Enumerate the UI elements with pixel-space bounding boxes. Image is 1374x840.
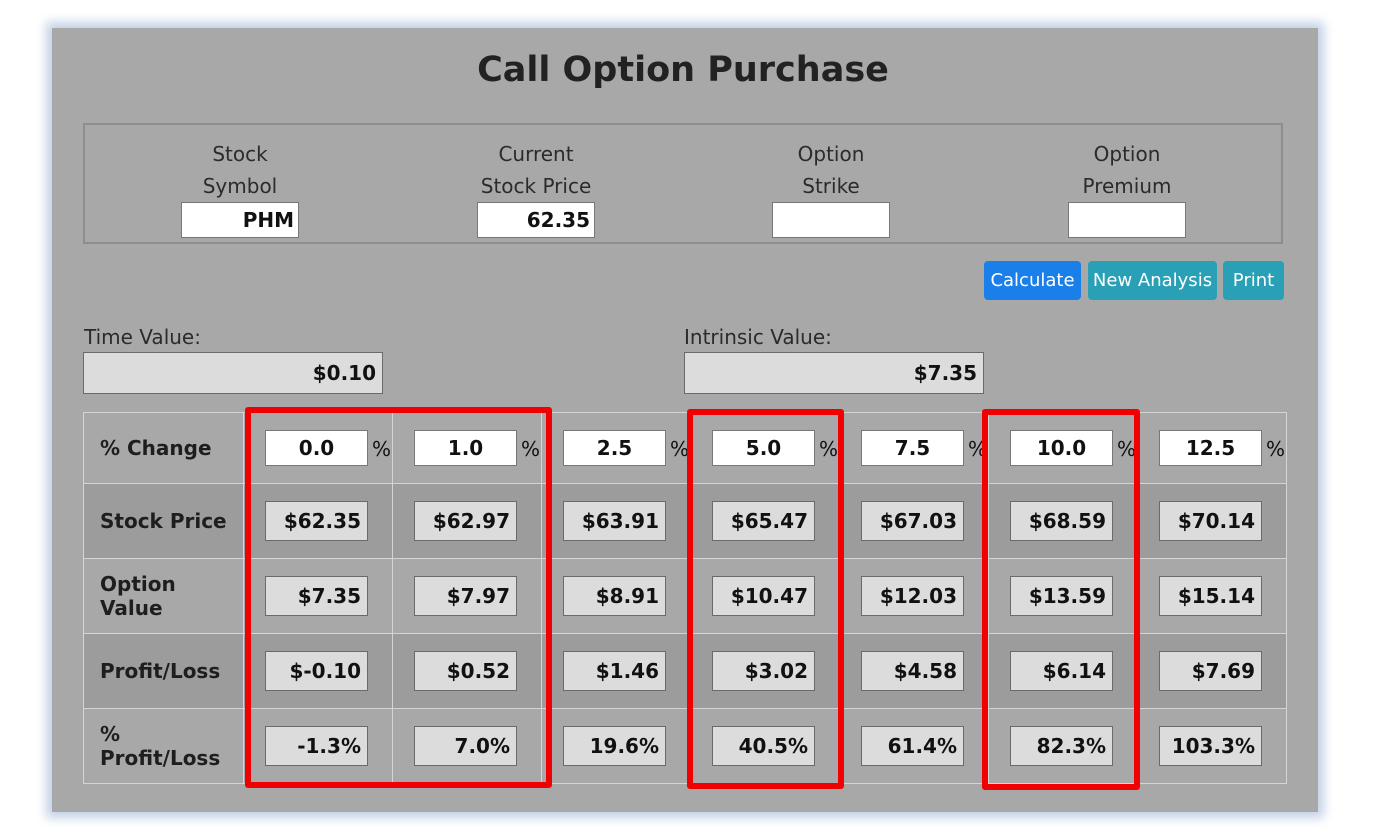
option-value-cell: $8.91 bbox=[563, 576, 666, 616]
intrinsic-value-output: $7.35 bbox=[684, 352, 984, 394]
stock-price-cell: $63.91 bbox=[563, 501, 666, 541]
option-value-cell: $7.97 bbox=[414, 576, 517, 616]
pct-change-input[interactable] bbox=[265, 430, 368, 466]
profit-loss-cell: $1.46 bbox=[563, 651, 666, 691]
stock-price-cell: $67.03 bbox=[861, 501, 964, 541]
stock-price-cell: $70.14 bbox=[1159, 501, 1262, 541]
pct-change-input[interactable] bbox=[414, 430, 517, 466]
current-stock-price-field: Current Stock Price bbox=[436, 138, 636, 238]
stock-symbol-label-2: Symbol bbox=[202, 174, 278, 198]
pct-profit-loss-cell: -1.3% bbox=[265, 726, 368, 766]
stock-symbol-input[interactable] bbox=[181, 202, 299, 238]
option-strike-input[interactable] bbox=[772, 202, 890, 238]
time-value-label: Time Value: bbox=[84, 325, 201, 349]
option-strike-label-1: Option bbox=[797, 142, 865, 166]
percent-sign: % bbox=[521, 437, 541, 461]
print-button[interactable]: Print bbox=[1223, 261, 1284, 300]
option-value-cell: $12.03 bbox=[861, 576, 964, 616]
profit-loss-cell: $3.02 bbox=[712, 651, 815, 691]
stock-symbol-field: Stock Symbol bbox=[140, 138, 340, 238]
stock-symbol-label-1: Stock bbox=[212, 142, 268, 166]
option-value-cell: $10.47 bbox=[712, 576, 815, 616]
pct-profit-loss-cell: 7.0% bbox=[414, 726, 517, 766]
option-premium-label-2: Premium bbox=[1082, 174, 1172, 198]
pct-change-input[interactable] bbox=[712, 430, 815, 466]
inputs-group bbox=[83, 123, 1283, 244]
current-stock-price-label-1: Current bbox=[498, 142, 574, 166]
percent-sign: % bbox=[819, 437, 839, 461]
row-label-stock-price: Stock Price bbox=[83, 483, 244, 559]
stock-price-cell: $62.97 bbox=[414, 501, 517, 541]
pct-profit-loss-cell: 40.5% bbox=[712, 726, 815, 766]
profit-loss-row: Profit/Loss $-0.10 $0.52 $1.46 $3.02 $4.… bbox=[83, 633, 1287, 709]
pct-profit-loss-cell: 19.6% bbox=[563, 726, 666, 766]
option-value-cell: $15.14 bbox=[1159, 576, 1262, 616]
stock-price-cell: $62.35 bbox=[265, 501, 368, 541]
current-stock-price-input[interactable] bbox=[477, 202, 595, 238]
option-strike-field: Option Strike bbox=[731, 138, 931, 238]
row-label-pct-profit-loss: % Profit/Loss bbox=[83, 708, 244, 784]
profit-loss-cell: $4.58 bbox=[861, 651, 964, 691]
pct-profit-loss-row: % Profit/Loss -1.3% 7.0% 19.6% 40.5% 61.… bbox=[83, 708, 1287, 784]
option-premium-label-1: Option bbox=[1093, 142, 1161, 166]
calculate-button[interactable]: Calculate bbox=[984, 261, 1081, 300]
profit-loss-cell: $0.52 bbox=[414, 651, 517, 691]
profit-loss-cell: $7.69 bbox=[1159, 651, 1262, 691]
pct-profit-loss-cell: 103.3% bbox=[1159, 726, 1262, 766]
percent-sign: % bbox=[670, 437, 690, 461]
intrinsic-value-label: Intrinsic Value: bbox=[684, 325, 832, 349]
pct-change-input[interactable] bbox=[861, 430, 964, 466]
time-value-output: $0.10 bbox=[83, 352, 383, 394]
scenario-table: % Change % % % % % % % Stock Price $62.3… bbox=[83, 412, 1287, 784]
percent-sign: % bbox=[372, 437, 392, 461]
option-premium-input[interactable] bbox=[1068, 202, 1186, 238]
pct-profit-loss-cell: 82.3% bbox=[1010, 726, 1113, 766]
row-label-pct-change: % Change bbox=[83, 412, 244, 484]
percent-sign: % bbox=[1266, 437, 1286, 461]
pct-change-input[interactable] bbox=[1010, 430, 1113, 466]
new-analysis-button[interactable]: New Analysis bbox=[1088, 261, 1217, 300]
percent-sign: % bbox=[968, 437, 988, 461]
stock-price-row: Stock Price $62.35 $62.97 $63.91 $65.47 … bbox=[83, 483, 1287, 559]
stock-price-cell: $68.59 bbox=[1010, 501, 1113, 541]
option-value-row: Option Value $7.35 $7.97 $8.91 $10.47 $1… bbox=[83, 558, 1287, 634]
stock-price-cell: $65.47 bbox=[712, 501, 815, 541]
row-label-profit-loss: Profit/Loss bbox=[83, 633, 244, 709]
pct-profit-loss-cell: 61.4% bbox=[861, 726, 964, 766]
option-value-cell: $13.59 bbox=[1010, 576, 1113, 616]
page-title: Call Option Purchase bbox=[477, 50, 889, 90]
profit-loss-cell: $-0.10 bbox=[265, 651, 368, 691]
pct-change-row: % Change % % % % % % % bbox=[83, 412, 1287, 484]
profit-loss-cell: $6.14 bbox=[1010, 651, 1113, 691]
percent-sign: % bbox=[1117, 437, 1137, 461]
pct-change-input[interactable] bbox=[1159, 430, 1262, 466]
option-value-cell: $7.35 bbox=[265, 576, 368, 616]
row-label-option-value: Option Value bbox=[83, 558, 244, 634]
option-premium-field: Option Premium bbox=[1027, 138, 1227, 238]
pct-change-input[interactable] bbox=[563, 430, 666, 466]
current-stock-price-label-2: Stock Price bbox=[480, 174, 592, 198]
option-strike-label-2: Strike bbox=[802, 174, 860, 198]
